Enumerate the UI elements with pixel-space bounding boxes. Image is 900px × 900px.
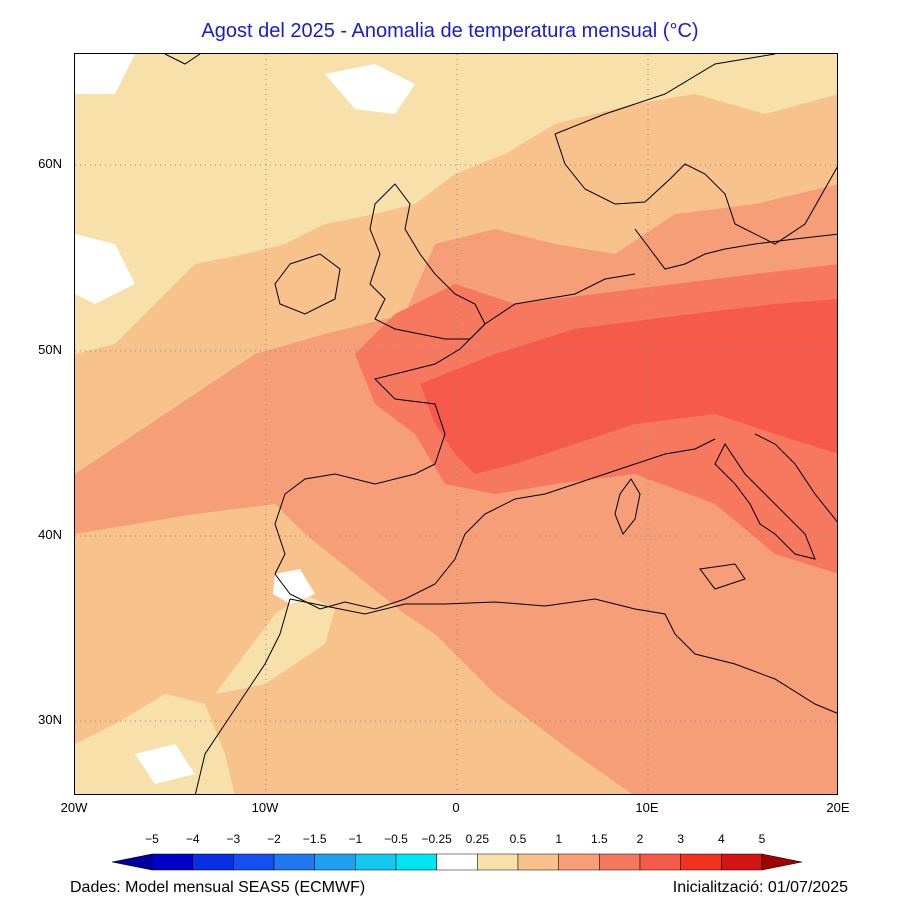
legend-swatch-6 <box>395 853 437 871</box>
legend-label: 5 <box>758 832 766 846</box>
legend-low-arrow <box>112 853 153 871</box>
lat-label-60n: 60N <box>38 156 62 171</box>
legend-swatch-10 <box>558 853 600 871</box>
legend-label: 4 <box>717 832 725 846</box>
legend-label: −1 <box>348 832 363 846</box>
lat-label-30n: 30N <box>38 712 62 727</box>
anomaly-map <box>75 54 837 794</box>
legend-label: 0.5 <box>509 832 527 846</box>
legend-swatch-12 <box>639 853 681 871</box>
band-neutral-northwest <box>75 54 135 94</box>
legend-label: 0.25 <box>465 832 490 846</box>
graticule <box>75 54 837 794</box>
band-neutral-west <box>75 234 135 304</box>
lon-label-0: 0 <box>452 800 460 815</box>
legend-swatch-5 <box>355 853 397 871</box>
init-date: Inicialització: 01/07/2025 <box>672 879 848 896</box>
legend-swatch-3 <box>273 853 315 871</box>
band-neutral-gibraltar <box>273 569 315 604</box>
lon-label-10w: 10W <box>251 800 279 815</box>
lon-label-20e: 20E <box>826 800 850 815</box>
legend-label: −5 <box>145 832 159 846</box>
legend-swatch-11 <box>599 853 641 871</box>
legend-swatch-2 <box>233 853 275 871</box>
lat-label-40n: 40N <box>38 527 62 542</box>
legend-swatch-14 <box>721 853 763 871</box>
legend-label: 2 <box>636 832 644 846</box>
legend-label: −2 <box>267 832 281 846</box>
color-bar <box>112 853 802 871</box>
band-2-3 <box>420 299 837 474</box>
legend-label: −0.25 <box>421 832 452 846</box>
legend-label: −0.5 <box>384 832 408 846</box>
legend-label: 3 <box>677 832 684 846</box>
legend-swatch-1 <box>192 853 234 871</box>
legend-swatch-8 <box>477 853 519 871</box>
legend-label: −1.5 <box>302 832 327 846</box>
legend-high-arrow <box>761 853 802 871</box>
legend-label: 1.5 <box>590 832 608 846</box>
legend-swatch-4 <box>314 853 356 871</box>
legend-label: −4 <box>185 832 200 846</box>
map-panel[interactable] <box>74 53 838 795</box>
legend-label: −3 <box>226 832 241 846</box>
lat-label-50n: 50N <box>38 342 62 357</box>
legend-swatch-13 <box>680 853 722 871</box>
band-neutral-north <box>325 64 415 114</box>
data-source: Dades: Model mensual SEAS5 (ECMWF) <box>70 879 366 896</box>
color-legend: −5 −4 −3 −2 −1.5 −1 −0.5 −0.25 0.25 0.5 1 1.5 2 3 4 5 <box>112 832 802 872</box>
legend-swatch-7 <box>436 853 478 871</box>
band-0.25-0.5-southwest <box>75 694 235 794</box>
legend-swatch-0 <box>151 853 193 871</box>
legend-label: 1 <box>555 832 562 846</box>
legend-swatch-9 <box>517 853 559 871</box>
lon-label-20w: 20W <box>60 800 88 815</box>
map-title: Agost del 2025 - Anomalia de temperatura… <box>201 20 699 42</box>
coastlines <box>164 54 837 794</box>
band-neutral-southwest <box>135 744 195 784</box>
lon-label-10e: 10E <box>635 800 659 815</box>
